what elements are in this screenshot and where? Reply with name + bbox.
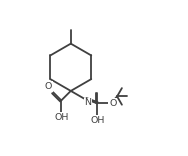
- Text: OH: OH: [54, 112, 68, 122]
- Text: OH: OH: [90, 116, 105, 124]
- Text: N: N: [84, 98, 91, 107]
- Text: O: O: [109, 99, 117, 108]
- Text: O: O: [45, 82, 52, 91]
